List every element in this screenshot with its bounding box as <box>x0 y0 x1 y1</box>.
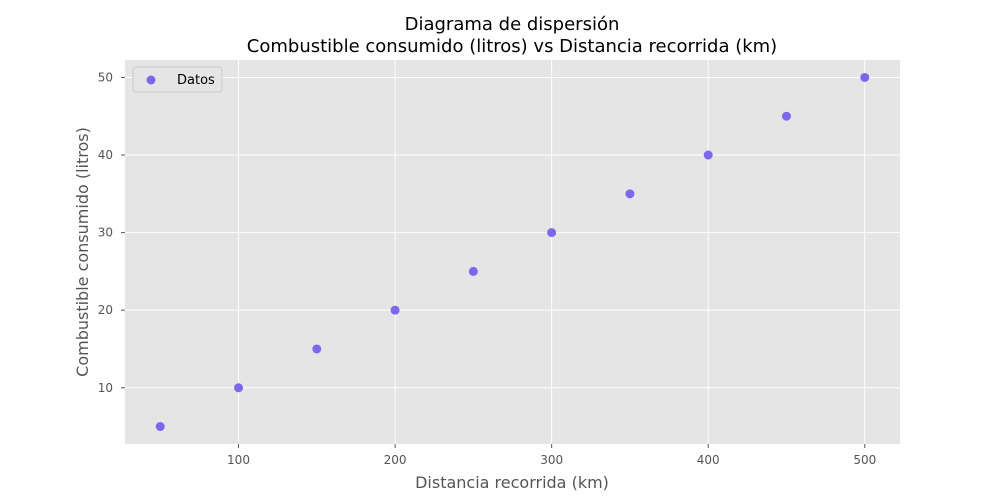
data-point <box>234 383 244 393</box>
axis-ticks: 100 200 300 400 500 10 20 30 40 50 <box>98 70 877 467</box>
data-point <box>860 72 870 82</box>
data-point <box>703 150 713 160</box>
plot-area <box>125 60 900 444</box>
y-tick-label: 20 <box>98 303 113 317</box>
grid-lines <box>125 60 900 444</box>
data-point <box>390 305 400 315</box>
y-tick-label: 40 <box>98 148 113 162</box>
x-axis-label: Distancia recorrida (km) <box>415 473 609 492</box>
legend-marker <box>146 75 156 85</box>
data-point <box>625 189 635 199</box>
legend: Datos <box>132 66 223 93</box>
data-point <box>781 111 791 121</box>
x-tick-label: 300 <box>540 453 563 467</box>
y-axis-label: Combustible consumido (litros) <box>73 127 92 377</box>
x-tick-label: 400 <box>697 453 720 467</box>
y-tick-label: 30 <box>98 226 113 240</box>
y-tick-label: 50 <box>98 70 113 84</box>
x-tick-label: 100 <box>227 453 250 467</box>
y-tick-label: 10 <box>98 381 113 395</box>
data-point <box>547 228 557 238</box>
data-points <box>155 72 870 432</box>
data-point <box>468 266 478 276</box>
chart-title: Diagrama de dispersión <box>405 14 620 35</box>
legend-label: Datos <box>177 73 215 88</box>
chart-subtitle: Combustible consumido (litros) vs Distan… <box>247 36 777 57</box>
data-point <box>312 344 322 354</box>
data-point <box>155 422 165 432</box>
x-tick-label: 200 <box>384 453 407 467</box>
legend-box <box>132 66 223 93</box>
x-tick-label: 500 <box>853 453 876 467</box>
